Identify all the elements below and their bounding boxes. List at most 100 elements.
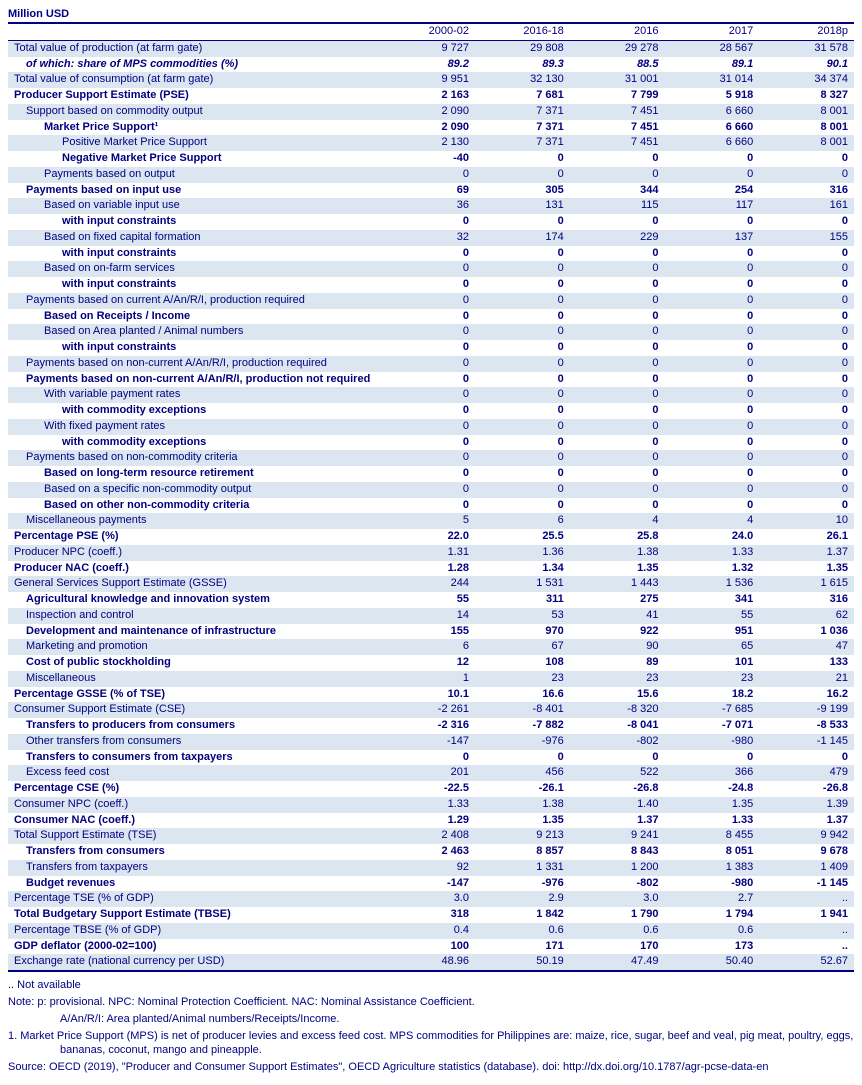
cell-value: 0 <box>570 372 665 388</box>
row-label: Payments based on input use <box>8 183 380 199</box>
cell-value: 15.6 <box>570 687 665 703</box>
cell-value: 0 <box>380 419 475 435</box>
row-label: Based on fixed capital formation <box>8 230 380 246</box>
cell-value: 0 <box>570 277 665 293</box>
cell-value: 7 371 <box>475 104 570 120</box>
cell-value: 7 451 <box>570 120 665 136</box>
cell-value: 2.9 <box>475 891 570 907</box>
source-line: Source: OECD (2019), "Producer and Consu… <box>8 1060 854 1075</box>
row-label: Negative Market Price Support <box>8 151 380 167</box>
row-label: Payments based on output <box>8 167 380 183</box>
cell-value: 0 <box>759 498 854 514</box>
cell-value: -147 <box>380 734 475 750</box>
row-label: Percentage TBSE (% of GDP) <box>8 923 380 939</box>
cell-value: .. <box>759 891 854 907</box>
cell-value: 0 <box>475 246 570 262</box>
table-row: Transfers to producers from consumers-2 … <box>8 718 854 734</box>
cell-value: -802 <box>570 734 665 750</box>
row-label: Payments based on non-current A/An/R/I, … <box>8 356 380 372</box>
cell-value: 0 <box>475 277 570 293</box>
table-row: Percentage TBSE (% of GDP)0.40.60.60.6.. <box>8 923 854 939</box>
cell-value: 0 <box>570 356 665 372</box>
cell-value: 0 <box>759 309 854 325</box>
cell-value: 0 <box>475 214 570 230</box>
cell-value: .. <box>759 923 854 939</box>
cell-value: 31 578 <box>759 40 854 56</box>
cell-value: 8 001 <box>759 135 854 151</box>
cell-value: 3.0 <box>380 891 475 907</box>
row-label: Payments based on non-current A/An/R/I, … <box>8 372 380 388</box>
cell-value: 9 241 <box>570 828 665 844</box>
table-row: Percentage CSE (%)-22.5-26.1-26.8-24.8-2… <box>8 781 854 797</box>
cell-value: 47.49 <box>570 954 665 971</box>
cell-value: 9 951 <box>380 72 475 88</box>
cell-value: 16.2 <box>759 687 854 703</box>
cell-value: 6 660 <box>664 135 759 151</box>
cell-value: 305 <box>475 183 570 199</box>
cell-value: 0.6 <box>475 923 570 939</box>
cell-value: 6 <box>475 513 570 529</box>
cell-value: -1 145 <box>759 876 854 892</box>
cell-value: 1.35 <box>570 561 665 577</box>
cell-value: 133 <box>759 655 854 671</box>
cell-value: 254 <box>664 183 759 199</box>
cell-value: -22.5 <box>380 781 475 797</box>
cell-value: 0 <box>475 167 570 183</box>
table-row: Cost of public stockholding1210889101133 <box>8 655 854 671</box>
row-label: Based on variable input use <box>8 198 380 214</box>
row-label: Support based on commodity output <box>8 104 380 120</box>
row-label: Excess feed cost <box>8 765 380 781</box>
cell-value: 0 <box>475 309 570 325</box>
cell-value: 8 327 <box>759 88 854 104</box>
cell-value: 0 <box>664 466 759 482</box>
row-label: Producer Support Estimate (PSE) <box>8 88 380 104</box>
cell-value: 69 <box>380 183 475 199</box>
cell-value: 31 001 <box>570 72 665 88</box>
cell-value: 23 <box>475 671 570 687</box>
cell-value: 229 <box>570 230 665 246</box>
cell-value: 16.6 <box>475 687 570 703</box>
table-row: Exchange rate (national currency per USD… <box>8 954 854 971</box>
cell-value: 108 <box>475 655 570 671</box>
cell-value: 173 <box>664 939 759 955</box>
row-label: with input constraints <box>8 246 380 262</box>
cell-value: 8 001 <box>759 120 854 136</box>
cell-value: 0 <box>759 277 854 293</box>
cell-value: 2.7 <box>664 891 759 907</box>
table-row: Total Budgetary Support Estimate (TBSE)3… <box>8 907 854 923</box>
cell-value: -2 316 <box>380 718 475 734</box>
cell-value: 0 <box>570 167 665 183</box>
table-row: GDP deflator (2000-02=100)100171170173.. <box>8 939 854 955</box>
cell-value: 1.40 <box>570 797 665 813</box>
row-label: Agricultural knowledge and innovation sy… <box>8 592 380 608</box>
table-row: of which: share of MPS commodities (%)89… <box>8 57 854 73</box>
cell-value: 2 090 <box>380 104 475 120</box>
cell-value: -40 <box>380 151 475 167</box>
cell-value: 8 051 <box>664 844 759 860</box>
row-label: Total Support Estimate (TSE) <box>8 828 380 844</box>
cell-value: 7 371 <box>475 135 570 151</box>
table-row: with input constraints00000 <box>8 214 854 230</box>
cell-value: 0 <box>475 435 570 451</box>
cell-value: 89.3 <box>475 57 570 73</box>
column-header: 2018p <box>759 23 854 40</box>
cell-value: 1 536 <box>664 576 759 592</box>
table-row: Support based on commodity output2 0907 … <box>8 104 854 120</box>
cell-value: 89.2 <box>380 57 475 73</box>
row-label: Producer NAC (coeff.) <box>8 561 380 577</box>
cell-value: 951 <box>664 624 759 640</box>
row-label: Payments based on non-commodity criteria <box>8 450 380 466</box>
cell-value: 9 678 <box>759 844 854 860</box>
cell-value: 970 <box>475 624 570 640</box>
cell-value: 344 <box>570 183 665 199</box>
table-row: with commodity exceptions00000 <box>8 435 854 451</box>
table-row: Market Price Support¹2 0907 3717 4516 66… <box>8 120 854 136</box>
cell-value: 29 808 <box>475 40 570 56</box>
cell-value: 366 <box>664 765 759 781</box>
cell-value: -26.1 <box>475 781 570 797</box>
cell-value: 29 278 <box>570 40 665 56</box>
cell-value: 2 163 <box>380 88 475 104</box>
cell-value: 0 <box>570 261 665 277</box>
cell-value: 0 <box>380 403 475 419</box>
row-label: Based on Area planted / Animal numbers <box>8 324 380 340</box>
